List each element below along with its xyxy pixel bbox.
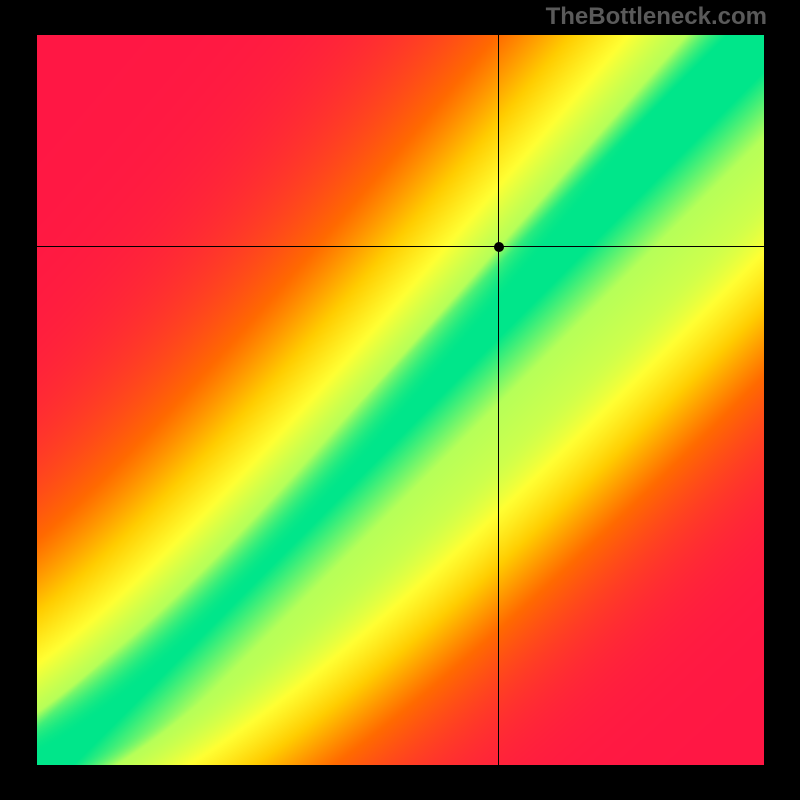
crosshair-horizontal xyxy=(37,246,764,247)
watermark-text: TheBottleneck.com xyxy=(546,3,767,31)
crosshair-marker-dot xyxy=(494,242,504,252)
bottleneck-heatmap xyxy=(37,35,764,765)
crosshair-vertical xyxy=(498,35,499,765)
chart-container: TheBottleneck.com xyxy=(0,0,800,800)
